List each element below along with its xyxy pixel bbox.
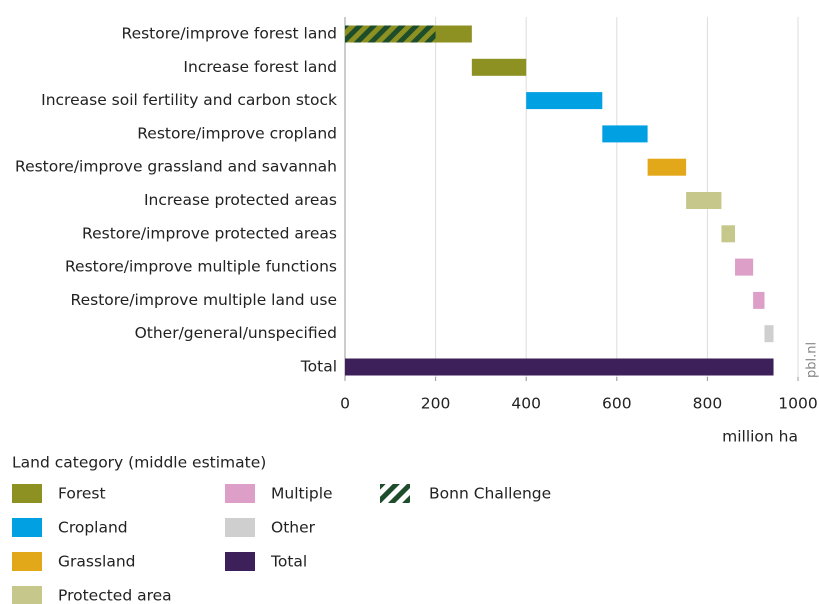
y-tick-label: Restore/improve protected areas bbox=[82, 224, 337, 242]
bar bbox=[753, 291, 765, 309]
bar bbox=[721, 225, 736, 243]
legend-swatch bbox=[225, 518, 255, 537]
x-tick-label: 600 bbox=[602, 395, 632, 413]
legend-label: Total bbox=[270, 553, 307, 571]
bar bbox=[526, 92, 603, 110]
legend-label: Protected area bbox=[58, 587, 172, 604]
total-bar bbox=[345, 358, 774, 376]
legend-label: Other bbox=[271, 519, 316, 537]
y-tick-label: Restore/improve forest land bbox=[122, 25, 338, 43]
source: pbl.nl bbox=[805, 342, 819, 378]
bonn-challenge-bar bbox=[345, 25, 436, 43]
x-axis-label: million ha bbox=[722, 428, 798, 446]
bar bbox=[764, 325, 774, 343]
bar bbox=[471, 58, 527, 76]
y-tick-label: Increase forest land bbox=[183, 58, 337, 76]
x-tick-label: 400 bbox=[511, 395, 541, 413]
y-tick-label: Restore/improve multiple land use bbox=[71, 291, 337, 309]
y-tick-label: Restore/improve multiple functions bbox=[65, 258, 337, 276]
legend-label: Cropland bbox=[58, 519, 128, 537]
legend-swatch bbox=[12, 518, 42, 537]
bar bbox=[647, 158, 687, 176]
bar bbox=[735, 258, 754, 276]
x-tick-label: 200 bbox=[421, 395, 451, 413]
x-tick-label: 800 bbox=[693, 395, 723, 413]
legend-swatch bbox=[225, 552, 255, 571]
bar bbox=[602, 125, 648, 143]
y-tick-label: Other/general/unspecified bbox=[135, 324, 337, 342]
x-tick-label: 0 bbox=[340, 395, 350, 413]
y-tick-label: Increase protected areas bbox=[144, 191, 337, 209]
legend-swatch bbox=[12, 484, 42, 503]
x-tick-label: 1000 bbox=[778, 395, 817, 413]
legend-label: Forest bbox=[58, 485, 106, 503]
legend-swatch bbox=[12, 586, 42, 604]
legend-swatch bbox=[380, 484, 410, 503]
y-tick-label: Restore/improve grassland and savannah bbox=[15, 158, 337, 176]
legend-swatch bbox=[12, 552, 42, 571]
legend-swatch bbox=[225, 484, 255, 503]
bar bbox=[686, 192, 722, 209]
legend-label: Multiple bbox=[271, 485, 333, 503]
y-tick-label: Increase soil fertility and carbon stock bbox=[41, 91, 337, 109]
y-tick-label: Total bbox=[300, 358, 337, 376]
y-tick-label: Restore/improve cropland bbox=[137, 124, 337, 142]
legend-label: Grassland bbox=[58, 553, 136, 571]
legend-title: Land category (middle estimate) bbox=[12, 454, 266, 472]
legend-label: Bonn Challenge bbox=[429, 485, 551, 503]
